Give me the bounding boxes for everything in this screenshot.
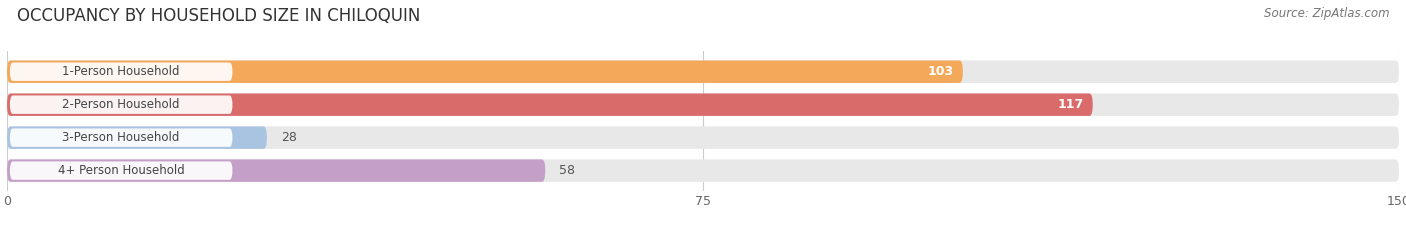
Text: 1-Person Household: 1-Person Household	[62, 65, 180, 78]
Text: 2-Person Household: 2-Person Household	[62, 98, 180, 111]
Text: 103: 103	[928, 65, 953, 78]
FancyBboxPatch shape	[10, 128, 232, 147]
FancyBboxPatch shape	[7, 61, 963, 83]
Text: 3-Person Household: 3-Person Household	[62, 131, 180, 144]
Text: 4+ Person Household: 4+ Person Household	[58, 164, 184, 177]
FancyBboxPatch shape	[10, 161, 232, 180]
Text: 28: 28	[281, 131, 297, 144]
Text: Source: ZipAtlas.com: Source: ZipAtlas.com	[1264, 7, 1389, 20]
Text: 58: 58	[560, 164, 575, 177]
FancyBboxPatch shape	[7, 127, 267, 149]
Text: 117: 117	[1057, 98, 1084, 111]
FancyBboxPatch shape	[7, 93, 1399, 116]
FancyBboxPatch shape	[7, 159, 1399, 182]
FancyBboxPatch shape	[7, 127, 1399, 149]
FancyBboxPatch shape	[7, 159, 546, 182]
FancyBboxPatch shape	[7, 93, 1092, 116]
FancyBboxPatch shape	[7, 61, 1399, 83]
Text: OCCUPANCY BY HOUSEHOLD SIZE IN CHILOQUIN: OCCUPANCY BY HOUSEHOLD SIZE IN CHILOQUIN	[17, 7, 420, 25]
FancyBboxPatch shape	[10, 62, 232, 81]
FancyBboxPatch shape	[10, 96, 232, 114]
